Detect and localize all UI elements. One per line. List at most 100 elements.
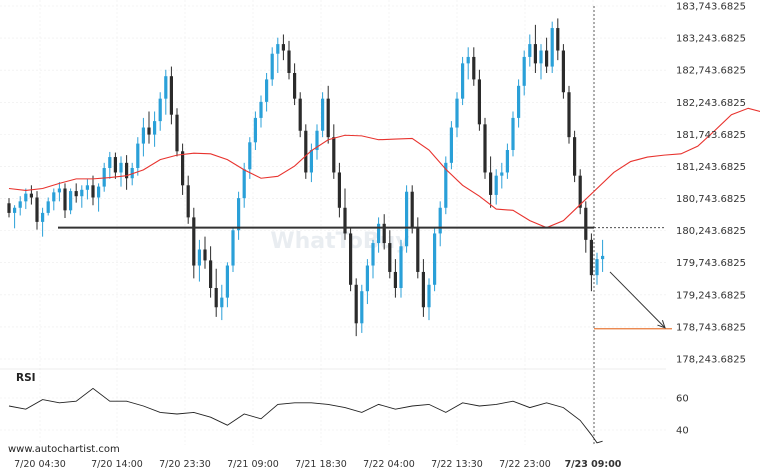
price-tick-label: 181,243.6825 xyxy=(676,162,746,173)
candle xyxy=(158,92,162,131)
candle xyxy=(214,268,218,317)
candle xyxy=(46,197,50,216)
candle xyxy=(567,85,571,144)
candle xyxy=(545,37,549,73)
candle xyxy=(321,92,325,138)
time-tick-label: 7/21 18:30 xyxy=(295,459,347,470)
price-tick-label: 180,243.6825 xyxy=(676,226,746,237)
candle xyxy=(136,137,140,176)
candle xyxy=(393,259,397,298)
moving-average-line xyxy=(8,107,760,229)
candle xyxy=(595,252,599,285)
candle xyxy=(550,21,554,73)
candle xyxy=(63,183,67,219)
candle xyxy=(539,44,543,80)
candle xyxy=(113,152,117,179)
candle xyxy=(528,34,532,67)
source-url: www.autochartist.com xyxy=(8,444,120,455)
candle xyxy=(147,111,151,144)
candle xyxy=(455,92,459,138)
candle xyxy=(399,239,403,298)
candle xyxy=(153,111,157,147)
candle xyxy=(119,156,123,187)
candle xyxy=(561,44,565,99)
candle xyxy=(343,188,347,240)
candle xyxy=(237,191,241,240)
candle xyxy=(410,185,414,234)
candle xyxy=(181,143,185,195)
candle xyxy=(578,169,582,215)
candle xyxy=(326,85,330,144)
candle xyxy=(517,79,521,128)
candle xyxy=(315,124,319,160)
candle xyxy=(164,69,168,115)
candle xyxy=(477,69,481,131)
candle xyxy=(197,239,201,282)
time-tick-label: 7/23 09:00 xyxy=(565,459,622,470)
candle xyxy=(91,175,95,206)
candle xyxy=(29,185,33,205)
price-tick-label: 183,243.6825 xyxy=(676,34,746,45)
candle xyxy=(304,124,308,179)
candle xyxy=(85,178,89,200)
candle xyxy=(108,151,112,179)
candle xyxy=(7,198,11,218)
candle xyxy=(337,162,341,218)
candle xyxy=(365,259,369,305)
time-tick-label: 7/20 04:30 xyxy=(14,459,66,470)
candle xyxy=(354,278,358,337)
time-tick-label: 7/20 14:00 xyxy=(91,459,143,470)
price-tick-label: 180,743.6825 xyxy=(676,194,746,205)
candle xyxy=(449,121,453,170)
price-tick-label: 183,743.6825 xyxy=(676,2,746,13)
time-tick-label: 7/22 13:30 xyxy=(431,459,483,470)
candle xyxy=(276,37,280,73)
candle xyxy=(225,262,229,308)
candle xyxy=(175,108,179,157)
candle xyxy=(511,111,515,157)
time-tick-label: 7/20 23:30 xyxy=(159,459,211,470)
candle xyxy=(589,233,593,292)
rsi-line xyxy=(8,387,603,444)
candle xyxy=(466,47,470,80)
candle xyxy=(427,278,431,321)
candle xyxy=(13,205,17,229)
candle xyxy=(74,183,78,203)
candle xyxy=(332,124,336,179)
candle xyxy=(461,56,465,106)
candle xyxy=(522,50,526,96)
time-axis: 7/20 04:30 7/20 14:00 7/20 23:30 7/21 09:00… xyxy=(14,459,622,470)
candle xyxy=(438,201,442,247)
candle xyxy=(533,24,537,73)
candle xyxy=(57,182,61,202)
candle xyxy=(287,40,291,80)
candle xyxy=(573,130,577,183)
candle xyxy=(41,207,45,237)
candle xyxy=(192,207,196,279)
candle xyxy=(601,239,605,272)
candle xyxy=(80,185,84,208)
candle xyxy=(186,175,190,224)
candle xyxy=(97,183,101,212)
price-tick-label: 179,243.6825 xyxy=(676,290,746,301)
price-tick-label: 178,743.6825 xyxy=(676,322,746,333)
candle xyxy=(69,188,73,215)
candle xyxy=(102,162,106,192)
candle xyxy=(360,284,364,333)
candle xyxy=(377,217,381,253)
price-axis: 183,743.6825 183,243.6825 182,743.6825 182,… xyxy=(676,2,746,366)
levels xyxy=(58,226,672,330)
rsi-tick-label: 40 xyxy=(676,426,689,437)
candle xyxy=(220,284,224,321)
candle xyxy=(500,162,504,189)
time-tick-label: 7/22 04:00 xyxy=(363,459,415,470)
candle xyxy=(483,117,487,179)
candle xyxy=(24,188,28,210)
candle xyxy=(489,156,493,208)
candle xyxy=(421,259,425,317)
candle xyxy=(281,34,285,61)
candle xyxy=(248,137,252,179)
forecast-arrowhead xyxy=(657,320,666,329)
candle xyxy=(259,95,263,128)
